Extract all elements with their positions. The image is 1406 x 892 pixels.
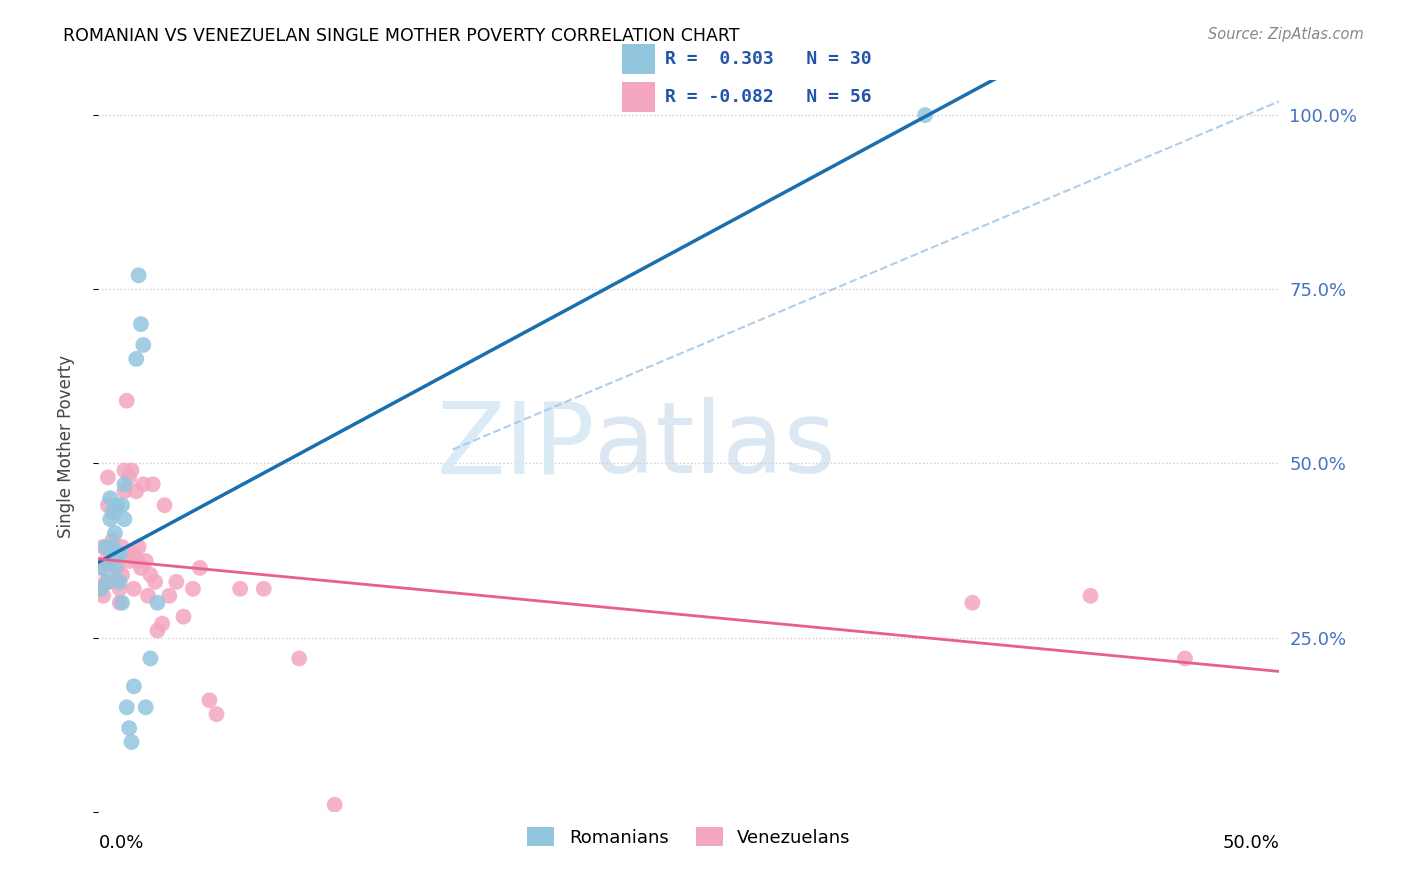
Point <box>104 505 127 519</box>
Point <box>165 574 187 589</box>
Point <box>105 547 128 561</box>
Point <box>128 540 150 554</box>
Point <box>94 574 117 589</box>
Point <box>125 351 148 366</box>
Point <box>112 484 135 499</box>
Point <box>105 561 128 575</box>
Text: 50.0%: 50.0% <box>1223 834 1279 852</box>
Point <box>139 567 162 582</box>
Point <box>111 567 134 582</box>
Point <box>90 561 112 575</box>
Point <box>150 616 173 631</box>
Point <box>112 463 135 477</box>
Point <box>115 700 138 714</box>
Point <box>205 707 228 722</box>
Point <box>139 651 162 665</box>
Point <box>146 624 169 638</box>
Point <box>98 512 121 526</box>
Point <box>91 589 114 603</box>
Text: R = -0.082   N = 56: R = -0.082 N = 56 <box>665 87 872 105</box>
Legend: Romanians, Venezuelans: Romanians, Venezuelans <box>520 820 858 854</box>
Point <box>101 547 124 561</box>
Point <box>143 574 166 589</box>
Point <box>1080 589 1102 603</box>
Point <box>91 561 114 575</box>
Point <box>115 393 138 408</box>
Text: 0.0%: 0.0% <box>98 834 143 852</box>
Text: R =  0.303   N = 30: R = 0.303 N = 30 <box>665 50 872 68</box>
Point <box>172 609 194 624</box>
Text: atlas: atlas <box>595 398 837 494</box>
Point <box>97 574 120 589</box>
Point <box>111 498 134 512</box>
Point <box>288 651 311 665</box>
Point <box>118 554 141 568</box>
Point <box>105 498 128 512</box>
Point <box>132 477 155 491</box>
Point <box>98 554 121 568</box>
Point <box>128 554 150 568</box>
Point <box>108 596 131 610</box>
Point <box>253 582 276 596</box>
Y-axis label: Single Mother Poverty: Single Mother Poverty <box>56 354 75 538</box>
Point <box>136 589 159 603</box>
Point <box>91 540 114 554</box>
Point <box>135 554 157 568</box>
Point <box>111 596 134 610</box>
Point <box>97 470 120 484</box>
Point <box>1174 651 1197 665</box>
Point <box>122 547 145 561</box>
Point <box>121 735 143 749</box>
Point <box>121 463 143 477</box>
Point <box>118 721 141 735</box>
Point <box>104 526 127 541</box>
Point <box>101 540 124 554</box>
Point <box>122 582 145 596</box>
Point <box>914 108 936 122</box>
Point <box>323 797 346 812</box>
Point <box>122 679 145 693</box>
Point <box>112 512 135 526</box>
Point <box>129 561 152 575</box>
Point <box>90 582 112 596</box>
Text: Source: ZipAtlas.com: Source: ZipAtlas.com <box>1208 27 1364 42</box>
Point <box>129 317 152 331</box>
Point <box>105 547 128 561</box>
Point <box>132 338 155 352</box>
Point <box>181 582 204 596</box>
Text: ROMANIAN VS VENEZUELAN SINGLE MOTHER POVERTY CORRELATION CHART: ROMANIAN VS VENEZUELAN SINGLE MOTHER POV… <box>63 27 740 45</box>
FancyBboxPatch shape <box>623 82 655 112</box>
Text: ZIP: ZIP <box>436 398 595 494</box>
Point <box>111 540 134 554</box>
Point <box>108 547 131 561</box>
Point <box>98 574 121 589</box>
Point <box>153 498 176 512</box>
Point <box>142 477 165 491</box>
Point <box>108 582 131 596</box>
Point <box>94 540 117 554</box>
Point <box>146 596 169 610</box>
Point <box>101 533 124 547</box>
Point <box>104 561 127 575</box>
Point <box>188 561 211 575</box>
Point <box>157 589 180 603</box>
Point <box>118 470 141 484</box>
Point <box>98 491 121 506</box>
Point <box>229 582 252 596</box>
Point <box>101 505 124 519</box>
Point <box>198 693 221 707</box>
Point <box>112 477 135 491</box>
Point <box>125 484 148 499</box>
Point <box>108 574 131 589</box>
Point <box>135 700 157 714</box>
Point <box>90 582 112 596</box>
FancyBboxPatch shape <box>623 44 655 74</box>
Point <box>94 554 117 568</box>
Point <box>128 268 150 283</box>
Point <box>97 498 120 512</box>
Point <box>962 596 984 610</box>
Point <box>104 574 127 589</box>
Point <box>115 547 138 561</box>
